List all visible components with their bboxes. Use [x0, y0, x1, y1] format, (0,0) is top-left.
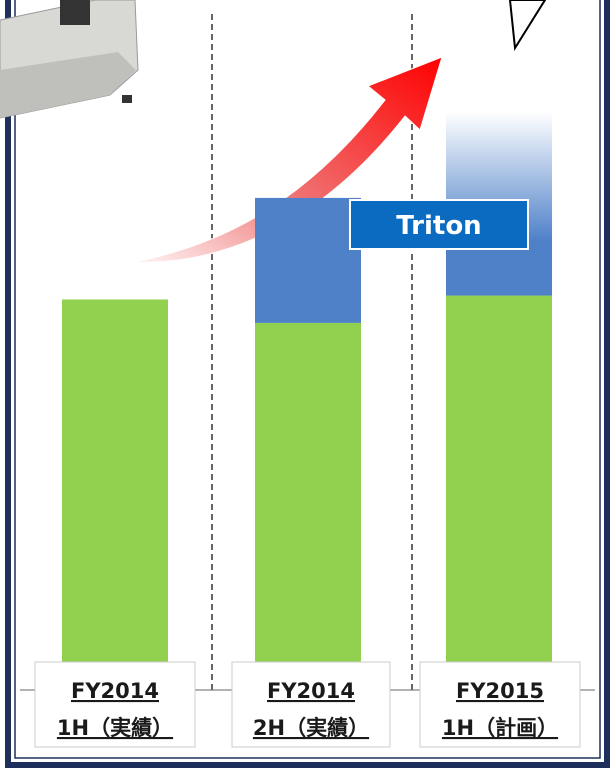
bar: [62, 299, 168, 690]
x-tick-label: FY2014: [71, 679, 159, 703]
x-tick-label: FY2015: [456, 679, 544, 703]
bar: [255, 198, 361, 323]
x-tick-label: 1H（実績）: [57, 716, 173, 740]
series-tag: Triton: [396, 211, 481, 241]
x-tick-label: FY2014: [267, 679, 355, 703]
x-tick-label: 2H（実績）: [253, 716, 369, 740]
x-tick-label: 1H（計画）: [442, 716, 558, 740]
bar: [255, 323, 361, 690]
bar: [446, 296, 552, 690]
chart: Triton FY2014 1H（実績） FY2014 2H（実績） FY2015 1H（計…: [0, 0, 615, 771]
